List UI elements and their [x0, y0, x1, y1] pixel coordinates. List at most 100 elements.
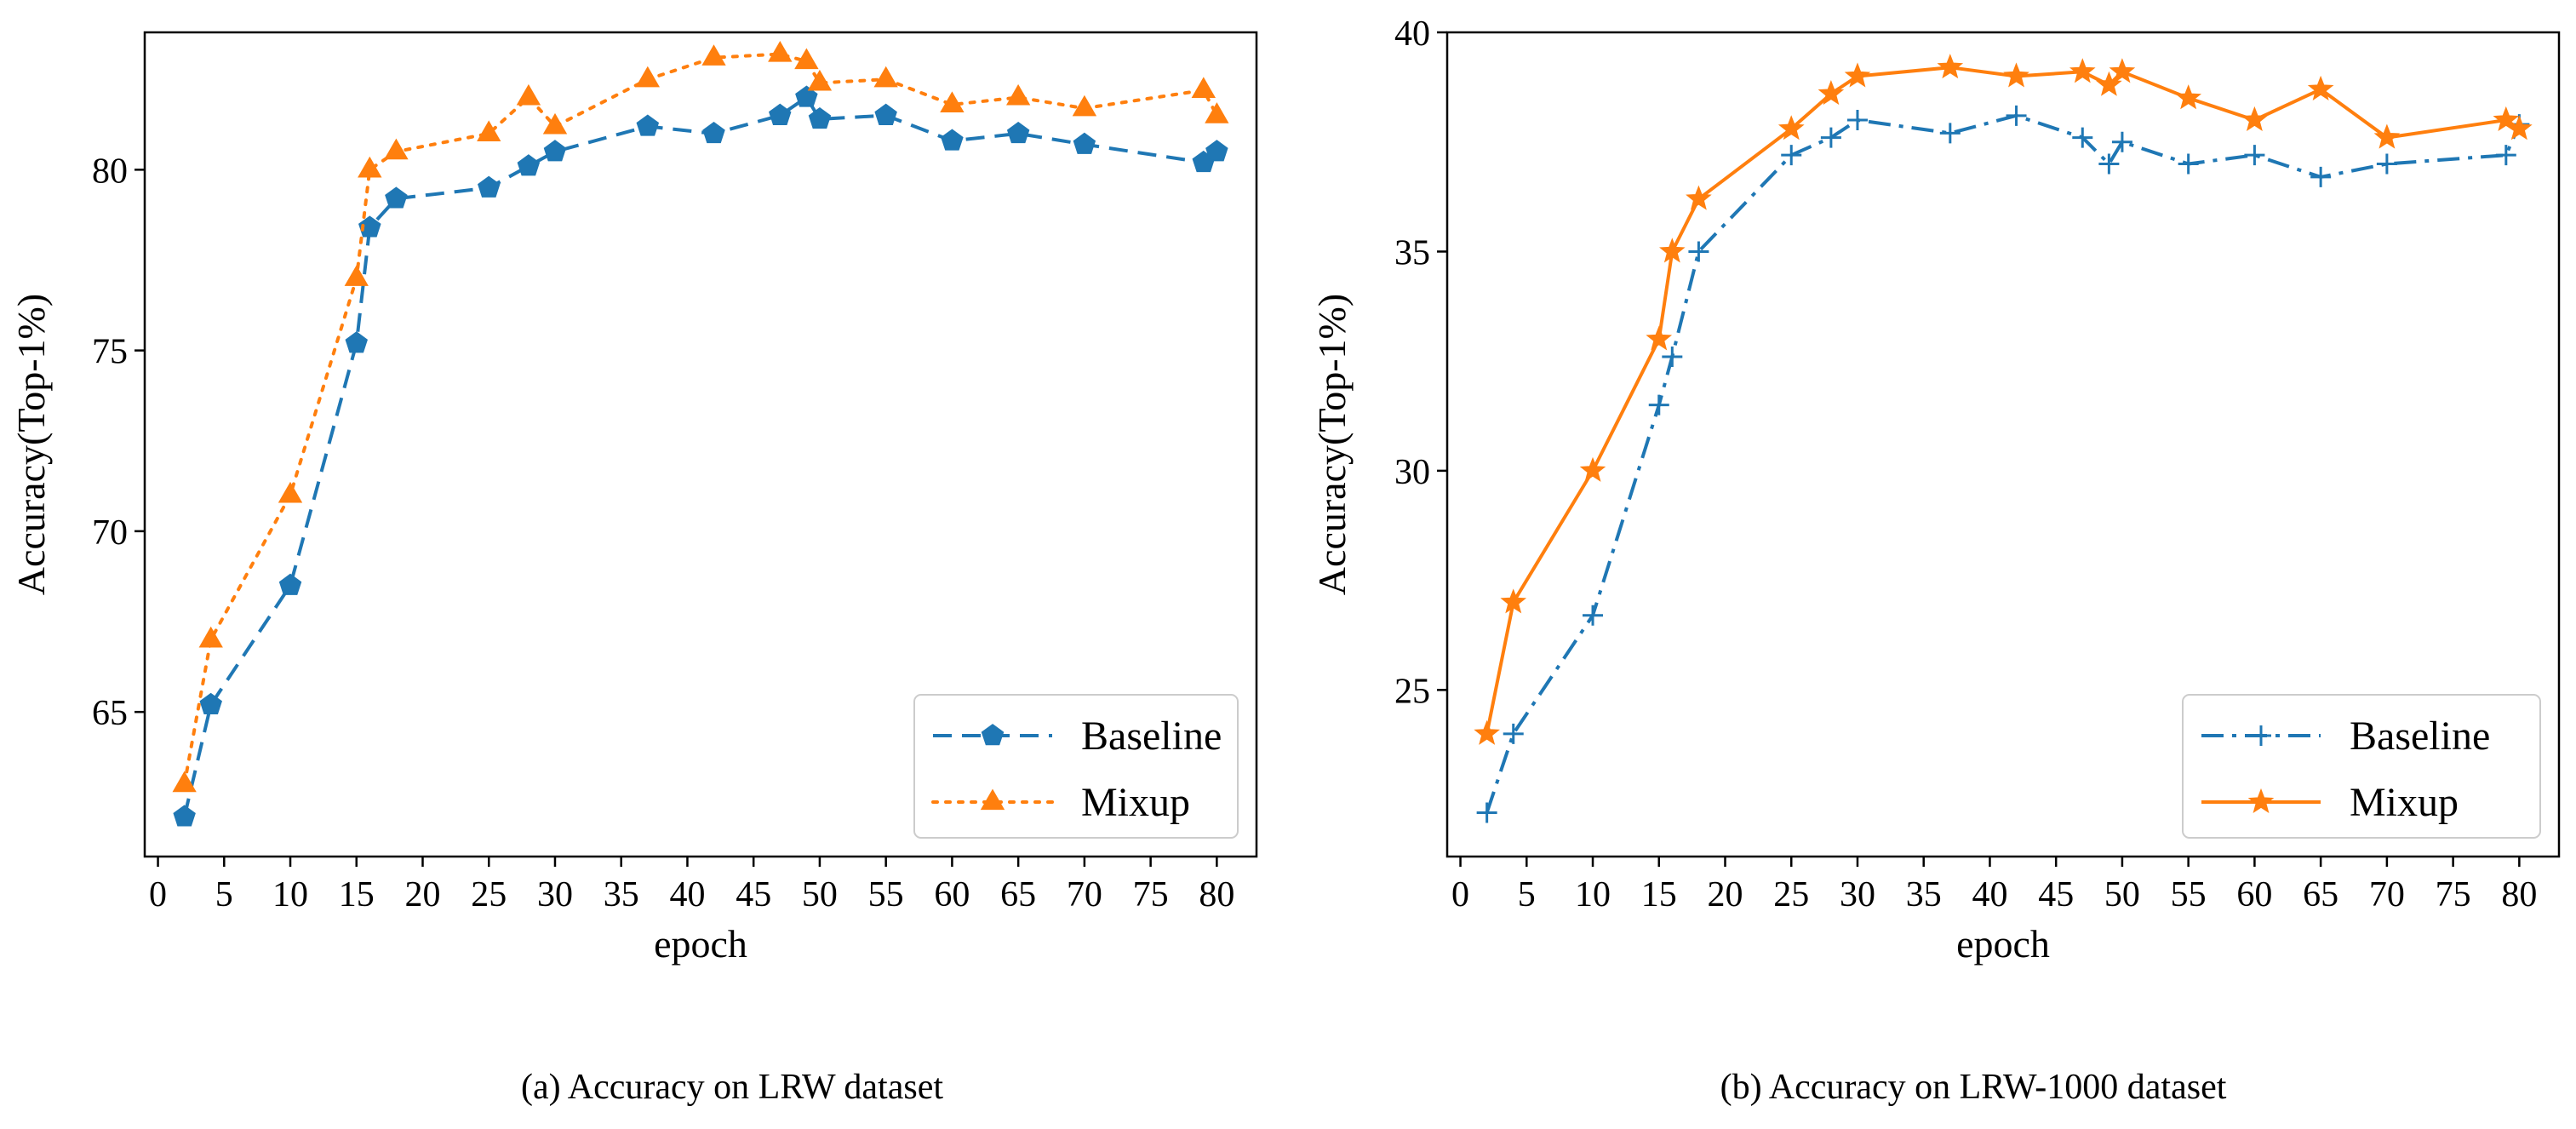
chart-a-x-tick-label: 20	[405, 875, 441, 914]
chart-a-series-baseline-point	[518, 155, 540, 175]
chart-b-series-mixup-point	[2177, 86, 2200, 107]
chart-b-x-tick-label: 0	[1451, 875, 1469, 914]
chart-a-x-tick-label: 80	[1199, 875, 1234, 914]
chart-a-series-mixup-point	[703, 46, 725, 65]
chart-b-series-mixup-point	[1687, 187, 1710, 209]
chart-a-x-tick-label: 65	[1000, 875, 1036, 914]
chart-a-series-baseline-point	[770, 105, 791, 125]
chart-b-series-baseline-point	[2310, 167, 2331, 187]
chart-a-series-baseline-point	[280, 575, 301, 595]
chart-b-x-tick-label: 20	[1708, 875, 1743, 914]
chart-b-y-tick-label: 35	[1394, 233, 1430, 272]
chart-a-x-tick-label: 45	[736, 875, 771, 914]
chart-a-series-mixup-point	[1193, 78, 1215, 97]
chart-a-x-tick-label: 35	[604, 875, 639, 914]
chart-a-series-mixup-line	[185, 54, 1217, 785]
chart-a-x-tick-label: 50	[802, 875, 838, 914]
chart-a-x-tick-label: 60	[934, 875, 970, 914]
chart-b-series-baseline-point	[1649, 395, 1669, 415]
chart-b-series-baseline-point	[1821, 128, 1841, 148]
chart-a-series-mixup-point	[769, 43, 791, 61]
chart-b-x-tick-label: 35	[1906, 875, 1942, 914]
chart-b-x-tick-label: 25	[1773, 875, 1809, 914]
chart-a: 0 5 10 15 20 25 30 35 40 45 50 55 60 65 70 75 80 65 70 75 80…	[9, 32, 1257, 966]
chart-b-legend-label-mixup: Mixup	[2350, 780, 2459, 825]
chart-a-x-tick-label: 75	[1133, 875, 1169, 914]
chart-b-x-tick-label: 55	[2171, 875, 2207, 914]
chart-a-series-mixup-point	[358, 158, 381, 176]
chart-b-y-tick-label: 25	[1394, 672, 1430, 711]
chart-a-series-mixup-point	[386, 140, 408, 158]
chart-b-x-tick-label: 70	[2369, 875, 2405, 914]
chart-a-series-baseline-point	[637, 115, 658, 135]
chart-b-series-baseline-point	[2112, 132, 2132, 152]
chart-a-series-mixup-point	[1206, 104, 1228, 123]
chart-a-series-mixup-point	[637, 67, 659, 86]
chart-b-x-tick-label: 30	[1840, 875, 1875, 914]
chart-a-x-axis-label: epoch	[654, 922, 747, 966]
chart-b-x-tick-label: 10	[1575, 875, 1611, 914]
chart-a-series-baseline-point	[875, 105, 896, 125]
chart-a-series-baseline-point	[478, 177, 500, 198]
chart-b-x-tick-label: 75	[2436, 875, 2471, 914]
chart-b-series-baseline-point	[2006, 106, 2027, 126]
chart-b-y-tick-label: 40	[1394, 14, 1430, 54]
chart-a-series-baseline-point	[942, 129, 963, 150]
chart-b-series-baseline-point	[2178, 153, 2199, 174]
chart-b-x-tick-label: 5	[1518, 875, 1536, 914]
chart-a-y-tick-label: 70	[92, 513, 128, 553]
chart-a-x-tick-label: 10	[272, 875, 308, 914]
chart-b-x-tick-label: 45	[2038, 875, 2074, 914]
chart-b-series-mixup-point	[2376, 126, 2399, 147]
chart-a-x-tick-label: 25	[471, 875, 507, 914]
chart-b-series-mixup-point	[1647, 327, 1670, 348]
chart-a-series-baseline-point	[1206, 140, 1228, 161]
chart-a-series-baseline-point	[703, 123, 724, 143]
chart-b-series-baseline-point	[1583, 605, 1603, 626]
caption-a: (a) Accuracy on LRW dataset	[521, 1068, 943, 1107]
chart-b-series-baseline-point	[2244, 145, 2264, 165]
chart-b-series-baseline-point	[2377, 153, 2397, 174]
chart-b-y-axis-label: Accuracy(Top-1%)	[1310, 294, 1354, 595]
chart-b-y-tick-label: 30	[1394, 453, 1430, 492]
chart-a-x-tick-label: 40	[669, 875, 705, 914]
chart-b-series-baseline-point	[1940, 123, 1961, 143]
chart-a-series-mixup-point	[1007, 85, 1029, 104]
chart-a-x-tick-label: 70	[1067, 875, 1102, 914]
chart-a-y-tick-label: 80	[92, 152, 128, 191]
chart-a-series-baseline-point	[1074, 134, 1096, 154]
chart-a-y-axis-label: Accuracy(Top-1%)	[9, 294, 53, 595]
chart-a-x-tick-label: 0	[149, 875, 167, 914]
chart-b-x-axis-label: epoch	[1956, 922, 2050, 966]
chart-a-series-baseline-point	[386, 187, 407, 208]
chart-b-series-mixup-point	[1582, 459, 1605, 480]
chart-b-x-tick-label: 80	[2501, 875, 2537, 914]
chart-a-series-baseline-point	[1008, 123, 1029, 143]
chart-b-legend-label-baseline: Baseline	[2350, 714, 2490, 759]
chart-a-series-baseline-point	[545, 140, 566, 161]
chart-b-series-baseline-point	[1503, 724, 1524, 744]
chart-b-series-baseline-point	[1847, 110, 1868, 130]
chart-b-series-mixup-point	[1475, 722, 1498, 743]
chart-b-x-tick-label: 40	[1972, 875, 2007, 914]
chart-a-legend-label-baseline: Baseline	[1081, 714, 1222, 759]
chart-a-legend-label-mixup: Mixup	[1081, 780, 1190, 825]
chart-a-y-tick-label: 65	[92, 694, 128, 733]
chart-b: 0 5 10 15 20 25 30 35 40 45 50 55 60 65 70 75 8025303540…	[1310, 14, 2559, 966]
chart-a-series-baseline-point	[174, 805, 195, 826]
chart-b-series-mixup-point	[2243, 108, 2266, 129]
chart-a-series-mixup-point	[279, 483, 301, 501]
chart-b-series-baseline-point	[1477, 803, 1497, 823]
chart-a-x-tick-label: 30	[537, 875, 573, 914]
chart-a-x-tick-label: 55	[868, 875, 904, 914]
chart-a-x-tick-label: 15	[339, 875, 375, 914]
chart-b-series-baseline-point	[1662, 347, 1682, 367]
chart-a-series-baseline-point	[346, 332, 367, 352]
chart-b-series-baseline-point	[2098, 153, 2119, 174]
chart-a-series-baseline-point	[810, 108, 831, 128]
chart-b-series-mixup-point	[2071, 60, 2094, 81]
chart-b-x-tick-label: 50	[2104, 875, 2140, 914]
chart-b-series-baseline-point	[2496, 145, 2516, 165]
caption-b: (b) Accuracy on LRW-1000 dataset	[1720, 1068, 2227, 1107]
